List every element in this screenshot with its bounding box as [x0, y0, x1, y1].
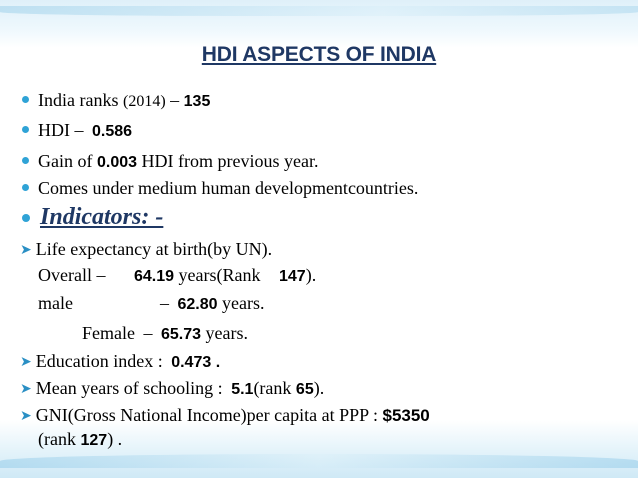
gni-rank-value: 127 — [80, 432, 108, 449]
female-line: Female – 65.73 years. — [82, 322, 248, 346]
gain-suffix: HDI from previous year. — [141, 151, 319, 171]
hdi-line: HDI – 0.586 — [22, 119, 132, 143]
overall-rank: 147 — [279, 268, 306, 285]
education-value: 0.473 — [171, 354, 212, 371]
bullet-icon — [22, 96, 29, 104]
arrow-icon: ➤ — [20, 354, 32, 370]
rank-year: (2014) — [122, 93, 166, 110]
male-dash: – — [160, 293, 169, 313]
schooling-value: 5.1 — [231, 381, 254, 398]
overall-value: 64.19 — [133, 268, 175, 285]
rank-dash: – — [170, 90, 180, 110]
arrow-icon: ➤ — [20, 381, 32, 397]
gain-line: Gain of 0.003 HDI from previous year. — [22, 150, 318, 174]
schooling-rank: 65 — [295, 381, 314, 398]
medium-text: Comes under medium human developmentcoun… — [38, 178, 419, 198]
bullet-icon — [22, 157, 29, 165]
arrow-icon: ➤ — [20, 408, 32, 424]
life-line: ➤ Life expectancy at birth(by UN). — [20, 238, 272, 262]
slide-title: HDI ASPECTS OF INDIA — [201, 43, 437, 66]
female-value: 65.73 — [160, 326, 202, 343]
indicators-heading: Indicators: - — [40, 204, 164, 230]
gni-line: ➤ GNI(Gross National Income)per capita at… — [20, 404, 430, 428]
bullet-icon — [22, 213, 30, 222]
hdi-value: 0.586 — [92, 123, 133, 140]
overall-end: ). — [305, 265, 317, 285]
schooling-end: ). — [313, 378, 325, 398]
female-end: years. — [205, 323, 249, 343]
education-end: . — [215, 354, 221, 371]
schooling-label: Mean years of schooling : — [35, 378, 223, 398]
medium-line: Comes under medium human developmentcoun… — [22, 177, 418, 199]
rank-label: India ranks — [38, 90, 119, 110]
life-text: Life expectancy at birth(by UN). — [35, 239, 273, 259]
overall-line: Overall – 64.19 years(Rank 147). — [38, 264, 316, 288]
female-dash: – — [143, 323, 153, 343]
education-label: Education index : — [35, 351, 163, 371]
rank-value: 135 — [183, 93, 211, 110]
gni-label: GNI(Gross National Income)per capita at … — [35, 405, 378, 425]
schooling-mid: (rank — [253, 378, 292, 398]
bottom-decoration — [0, 420, 638, 478]
male-line: male – 62.80 years. — [38, 292, 265, 316]
overall-mid: years(Rank — [178, 265, 261, 285]
arrow-icon: ➤ — [20, 242, 32, 258]
male-value: 62.80 — [177, 296, 218, 313]
gni-rank-end: ) . — [107, 429, 123, 449]
male-label: male — [38, 293, 73, 313]
female-label: Female — [82, 323, 135, 343]
rank-line: India ranks (2014) – 135 — [22, 89, 210, 113]
education-line: ➤ Education index : 0.473 . — [20, 350, 220, 374]
indicators-line: Indicators: - — [22, 204, 164, 230]
male-end: years. — [222, 293, 265, 313]
bullet-icon — [22, 126, 29, 134]
hdi-label: HDI – — [38, 120, 84, 140]
bullet-icon — [22, 184, 29, 192]
top-decoration — [0, 0, 638, 48]
schooling-line: ➤ Mean years of schooling : 5.1(rank 65). — [20, 377, 324, 401]
gain-value: 0.003 — [96, 154, 138, 171]
gni-rank-line: (rank 127) . — [38, 428, 122, 452]
overall-label: Overall – — [38, 265, 106, 285]
gni-rank-prefix: (rank — [38, 429, 76, 449]
gni-value: $5350 — [382, 406, 430, 425]
gain-prefix: Gain of — [38, 151, 93, 171]
